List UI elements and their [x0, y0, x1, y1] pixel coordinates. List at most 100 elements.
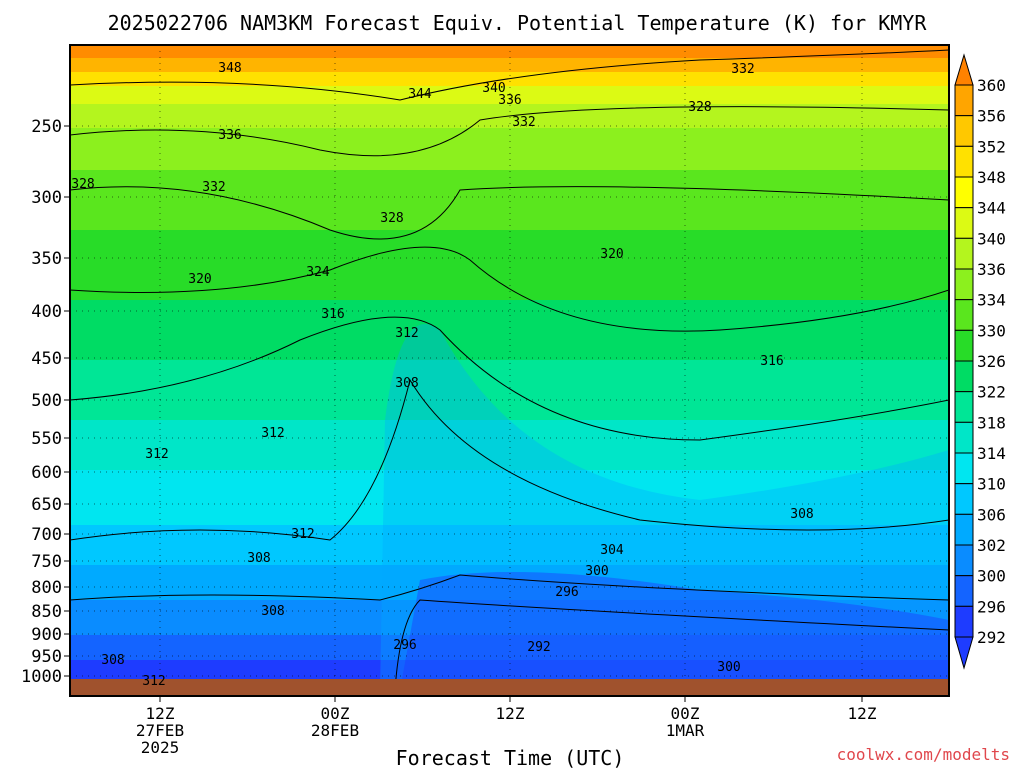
colorbar-segment: [954, 575, 974, 607]
colorbar-segment: [954, 84, 974, 117]
colorbar-label: 292: [977, 628, 1006, 647]
contour-label: 312: [142, 674, 165, 689]
colorbar-label: 340: [977, 229, 1006, 248]
x-tick-label: 00Z: [671, 704, 700, 723]
colorbar-segment: [954, 605, 974, 638]
contour-label: 312: [261, 426, 284, 441]
contour-label: 308: [261, 604, 284, 619]
field-band: [70, 470, 949, 526]
field-band: [70, 170, 949, 231]
contour-label: 296: [555, 585, 578, 600]
colorbar-label: 334: [977, 291, 1006, 310]
x-axis-label: Forecast Time (UTC): [396, 746, 625, 768]
x-tick-label: 27FEB: [136, 721, 184, 740]
colorbar-label: 344: [977, 199, 1006, 218]
field-band: [70, 104, 949, 129]
contour-label: 308: [101, 653, 124, 668]
contour-label: 324: [306, 265, 330, 280]
colorbar-label: 300: [977, 567, 1006, 586]
y-tick-label: 400: [31, 302, 62, 322]
contour-label: 300: [585, 564, 608, 579]
colorbar-segment: [954, 360, 974, 393]
y-axis: 250 300 350 400 450 500 550 600 650 700 750 800 850 9…: [21, 117, 70, 687]
x-tick-label: 00Z: [321, 704, 350, 723]
contour-label: 292: [527, 640, 550, 655]
chart-title: 2025022706 NAM3KM Forecast Equiv. Potent…: [108, 11, 928, 35]
colorbar-label: 360: [977, 76, 1006, 95]
y-tick-label: 350: [31, 249, 62, 269]
contour-label: 348: [218, 61, 241, 76]
colorbar-segment: [954, 329, 974, 362]
colorbar-top-arrow: [954, 53, 974, 86]
ground-surface: [70, 679, 949, 696]
watermark: coolwx.com/modelts: [837, 745, 1010, 764]
contour-label: 320: [600, 247, 623, 262]
contour-line: [70, 378, 949, 541]
colorbar: 360 356 352 348 344 340 336 334 330 326 322 318 314 3…: [954, 53, 1006, 670]
contour-label: 308: [247, 551, 270, 566]
colorbar-segment: [954, 207, 974, 239]
contour-label: 300: [717, 660, 740, 675]
contour-line: [70, 574, 949, 601]
colorbar-segment: [954, 513, 974, 546]
y-tick-label: 550: [31, 429, 62, 449]
field-band: [70, 660, 949, 681]
y-tick-label: 800: [31, 578, 62, 598]
x-tick-label: 12Z: [848, 704, 877, 723]
contour-label: 332: [512, 115, 535, 130]
field-band: [70, 360, 949, 421]
contour-label: 308: [790, 507, 813, 522]
y-tick-label: 450: [31, 349, 62, 369]
y-tick-label: 500: [31, 391, 62, 411]
colorbar-segment: [954, 421, 974, 454]
y-tick-label: 250: [31, 117, 62, 137]
contour-label: 344: [408, 87, 432, 102]
contour-label: 320: [188, 272, 211, 287]
y-tick-label: 950: [31, 647, 62, 667]
colorbar-label: 326: [977, 352, 1006, 371]
field-band: [70, 420, 949, 471]
x-tick-label: 1MAR: [666, 721, 705, 740]
contour-label: 308: [395, 376, 418, 391]
y-tick-label: 750: [31, 552, 62, 572]
contour-label: 316: [321, 307, 344, 322]
contour-label: 312: [291, 527, 314, 542]
colorbar-segment: [954, 176, 974, 209]
contour-line: [70, 186, 949, 240]
contour-line: [70, 316, 949, 441]
colorbar-segment: [954, 145, 974, 178]
field-overlay: [400, 572, 949, 696]
contour-label: 332: [731, 62, 754, 77]
contour-label: 336: [498, 93, 521, 108]
colorbar-segment: [954, 452, 974, 485]
contour-label: 296: [393, 638, 416, 653]
colorbar-label: 310: [977, 475, 1006, 494]
contour-label: 312: [395, 326, 418, 341]
x-tick-label: 12Z: [146, 704, 175, 723]
x-tick-label: 28FEB: [311, 721, 359, 740]
field-overlay: [70, 324, 949, 696]
contour-label: 328: [688, 100, 711, 115]
contour-label: 304: [600, 543, 624, 558]
y-tick-label: 700: [31, 525, 62, 545]
y-tick-label: 300: [31, 188, 62, 208]
theta-e-field: [70, 45, 949, 696]
contour-line: [70, 246, 949, 332]
colorbar-segment: [954, 483, 974, 515]
colorbar-label: 322: [977, 383, 1006, 402]
colorbar-label: 336: [977, 260, 1006, 279]
colorbar-segment: [954, 115, 974, 147]
y-tick-label: 850: [31, 602, 62, 622]
contour-label: 316: [760, 354, 783, 369]
field-band: [70, 86, 949, 105]
contour-label: 340: [482, 81, 505, 96]
grid-lines: [70, 45, 949, 696]
colorbar-segment: [954, 391, 974, 423]
contour-label: 332: [202, 180, 225, 195]
colorbar-label: 356: [977, 107, 1006, 126]
field-band: [70, 58, 949, 73]
colorbar-segment: [954, 268, 974, 301]
colorbar-label: 318: [977, 413, 1006, 432]
field-band: [70, 300, 949, 361]
